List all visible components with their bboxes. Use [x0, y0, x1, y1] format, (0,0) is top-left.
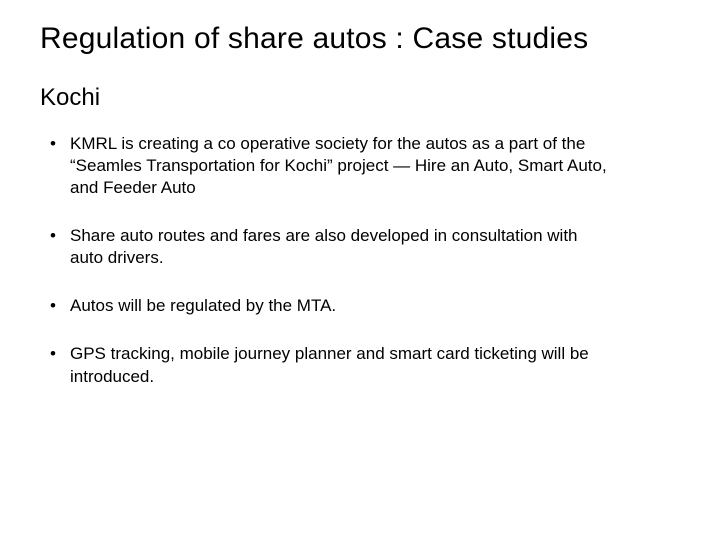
bullet-list: KMRL is creating a co operative society … — [40, 133, 680, 388]
bullet-item: Autos will be regulated by the MTA. — [70, 295, 680, 317]
slide: Regulation of share autos : Case studies… — [0, 0, 720, 540]
slide-title: Regulation of share autos : Case studies — [40, 22, 680, 57]
bullet-item: Share auto routes and fares are also dev… — [70, 225, 680, 269]
slide-subtitle: Kochi — [40, 85, 680, 111]
bullet-item: GPS tracking, mobile journey planner and… — [70, 343, 680, 387]
bullet-item: KMRL is creating a co operative society … — [70, 133, 680, 199]
